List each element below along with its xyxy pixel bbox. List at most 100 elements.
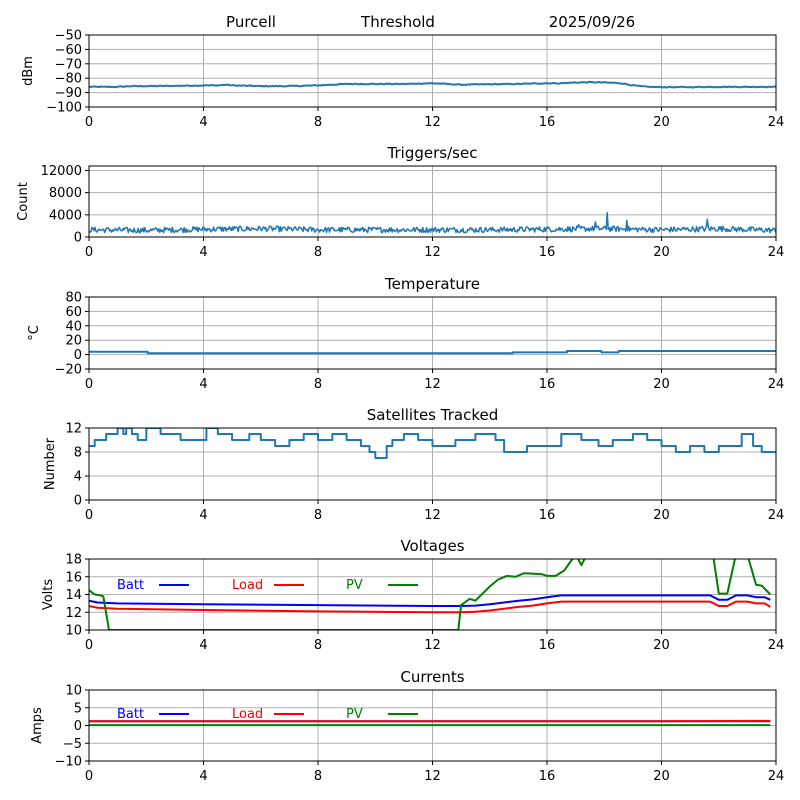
x-tick-label: 12 [424, 115, 441, 130]
x-tick-label: 24 [768, 245, 785, 260]
x-tick-label: 20 [653, 769, 670, 784]
legend-label-load: Load [232, 578, 263, 593]
y-tick-label: 18 [65, 553, 82, 568]
series-line-load [89, 600, 771, 614]
x-tick-label: 20 [653, 638, 670, 653]
x-tick-label: 0 [85, 377, 93, 392]
y-axis-label: dBm [21, 56, 36, 86]
panel-satellites: 0 4 8 12 16 20 24 0 4 8 12 Satellites Tracked Number [43, 406, 784, 523]
y-tick-label: 16 [65, 570, 82, 585]
y-tick-label: −80 [55, 72, 82, 87]
x-tick-label: 20 [653, 245, 670, 260]
y-tick-label: 40 [65, 319, 82, 334]
y-tick-label: −20 [55, 363, 82, 378]
y-tick-label: 10 [65, 684, 82, 699]
series-line-temperature [89, 350, 776, 355]
x-tick-label: 4 [199, 377, 207, 392]
y-tick-label: −90 [55, 86, 82, 101]
x-tick-label: 24 [768, 508, 785, 523]
header-station: Purcell [226, 13, 276, 31]
legend-label-pv: PV [346, 707, 363, 722]
x-tick-label: 0 [85, 508, 93, 523]
y-tick-label: 20 [65, 334, 82, 349]
x-tick-label: 12 [424, 508, 441, 523]
panel-currents: 0 4 8 12 16 20 24 10 5 0 −5 −10 Currents Amps Batt Load… [30, 668, 784, 784]
legend-label-batt: Batt [117, 707, 144, 722]
x-tick-label: 0 [85, 769, 93, 784]
x-tick-label: 8 [314, 638, 322, 653]
y-tick-label: −5 [63, 737, 82, 752]
y-tick-label: 10 [65, 624, 82, 639]
x-tick-label: 0 [85, 245, 93, 260]
x-tick-label: 8 [314, 115, 322, 130]
y-tick-label: 4 [74, 470, 82, 485]
y-tick-label: 8000 [49, 186, 82, 201]
y-tick-label: 0 [74, 719, 82, 734]
x-tick-label: 12 [424, 638, 441, 653]
y-tick-label: 60 [65, 305, 82, 320]
series-line-pv [89, 559, 772, 630]
x-tick-label: 16 [539, 245, 556, 260]
x-tick-label: 24 [768, 115, 785, 130]
y-tick-label: 0 [74, 348, 82, 363]
x-tick-label: 20 [653, 115, 670, 130]
x-tick-label: 12 [424, 245, 441, 260]
x-tick-label: 16 [539, 638, 556, 653]
chart-title: Triggers/sec [387, 144, 478, 162]
y-tick-label: −10 [55, 755, 82, 770]
x-tick-label: 4 [199, 769, 207, 784]
x-tick-label: 12 [424, 769, 441, 784]
y-tick-label: 4000 [49, 208, 82, 223]
y-tick-label: 0 [74, 231, 82, 246]
y-tick-label: 12 [65, 422, 82, 437]
y-tick-label: 5 [74, 701, 82, 716]
y-tick-label: −100 [46, 101, 82, 116]
legend-label-pv: PV [346, 578, 363, 593]
panel-voltages: 0 4 8 12 16 20 24 10 12 14 16 18 Voltages Volts Batt Lo… [41, 537, 784, 653]
x-tick-label: 16 [539, 115, 556, 130]
x-tick-label: 0 [85, 115, 93, 130]
x-tick-label: 16 [539, 769, 556, 784]
y-tick-label: 12000 [41, 164, 82, 179]
chart-title: Currents [400, 668, 464, 686]
series-line-signal [89, 80, 776, 89]
chart-title: Temperature [384, 275, 480, 293]
y-tick-label: 14 [65, 588, 82, 603]
header-date: 2025/09/26 [549, 13, 635, 31]
x-tick-label: 4 [199, 638, 207, 653]
y-tick-label: −60 [55, 43, 82, 58]
series-line-triggers [89, 211, 776, 234]
x-tick-label: 8 [314, 508, 322, 523]
header-mode: Threshold [360, 13, 435, 31]
x-tick-label: 12 [424, 377, 441, 392]
series-line-satellites [89, 428, 776, 459]
x-tick-label: 4 [199, 115, 207, 130]
x-tick-label: 24 [768, 377, 785, 392]
y-axis-label: Count [16, 182, 31, 221]
x-tick-label: 0 [85, 638, 93, 653]
y-axis-label: Amps [30, 707, 45, 744]
panel-triggers: 0 4 8 12 16 20 24 0 4000 8000 12000 Triggers/sec Cou… [16, 144, 784, 260]
x-tick-label: 8 [314, 245, 322, 260]
y-tick-label: 0 [74, 494, 82, 509]
series-line-batt [89, 594, 771, 607]
x-tick-label: 24 [768, 769, 785, 784]
x-tick-label: 8 [314, 769, 322, 784]
x-tick-label: 24 [768, 638, 785, 653]
x-tick-label: 20 [653, 508, 670, 523]
y-tick-label: 12 [65, 606, 82, 621]
x-tick-label: 4 [199, 508, 207, 523]
y-tick-label: 80 [65, 291, 82, 306]
chart-title: Voltages [400, 537, 464, 555]
x-tick-label: 20 [653, 377, 670, 392]
y-tick-label: −50 [55, 29, 82, 44]
y-axis-label: Volts [41, 579, 56, 611]
y-tick-label: −70 [55, 57, 82, 72]
y-axis-label: Number [43, 437, 58, 490]
y-tick-label: 8 [74, 446, 82, 461]
y-axis-label: °C [27, 325, 42, 341]
legend-label-batt: Batt [117, 578, 144, 593]
legend-label-load: Load [232, 707, 263, 722]
